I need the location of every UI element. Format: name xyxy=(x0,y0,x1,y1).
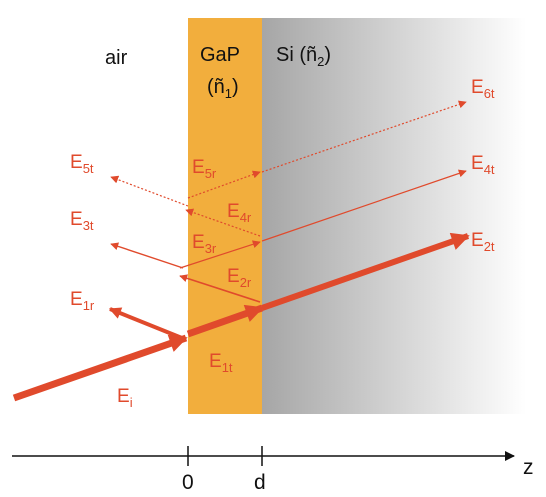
air-label: air xyxy=(105,47,128,69)
label-e-3r: E3r xyxy=(192,232,217,256)
label-e-1t: E1t xyxy=(209,351,233,375)
label-e-3t: E3t xyxy=(70,209,94,233)
arrow-e-1r xyxy=(108,307,183,340)
gap-index-label: (ñ1) xyxy=(207,76,239,101)
label-e-1r: E1r xyxy=(70,289,95,313)
z-axis-label: z xyxy=(523,456,534,479)
label-e-4r: E4r xyxy=(227,201,252,225)
arrow-e-2t xyxy=(261,232,470,311)
tick-d-label: d xyxy=(254,471,266,494)
label-e-5r: E5r xyxy=(192,157,217,181)
arrow-e-3r xyxy=(179,240,261,269)
label-e-4t: E4t xyxy=(471,153,495,177)
arrow-e-4t xyxy=(261,169,467,242)
label-e-6t: E6t xyxy=(471,77,495,101)
arrow-e-5r xyxy=(187,170,261,199)
arrow-e-2r xyxy=(179,274,261,303)
arrow-e-i xyxy=(12,334,188,402)
arrow-e-1t xyxy=(186,304,264,338)
arrow-e-3t xyxy=(110,242,184,269)
si-label: Si (ñ2) xyxy=(276,44,331,69)
arrow-e-4r xyxy=(185,208,261,237)
tick-0-label: 0 xyxy=(182,471,194,494)
gap-label: GaP xyxy=(200,44,240,66)
gap-layer xyxy=(188,18,262,414)
label-e-i: Ei xyxy=(117,386,133,410)
label-e-2t: E2t xyxy=(471,230,495,254)
si-substrate xyxy=(262,18,526,414)
label-e-5t: E5t xyxy=(70,152,94,176)
label-e-2r: E2r xyxy=(227,266,252,290)
field-arrows xyxy=(12,100,470,402)
arrow-e-5t xyxy=(110,175,189,207)
